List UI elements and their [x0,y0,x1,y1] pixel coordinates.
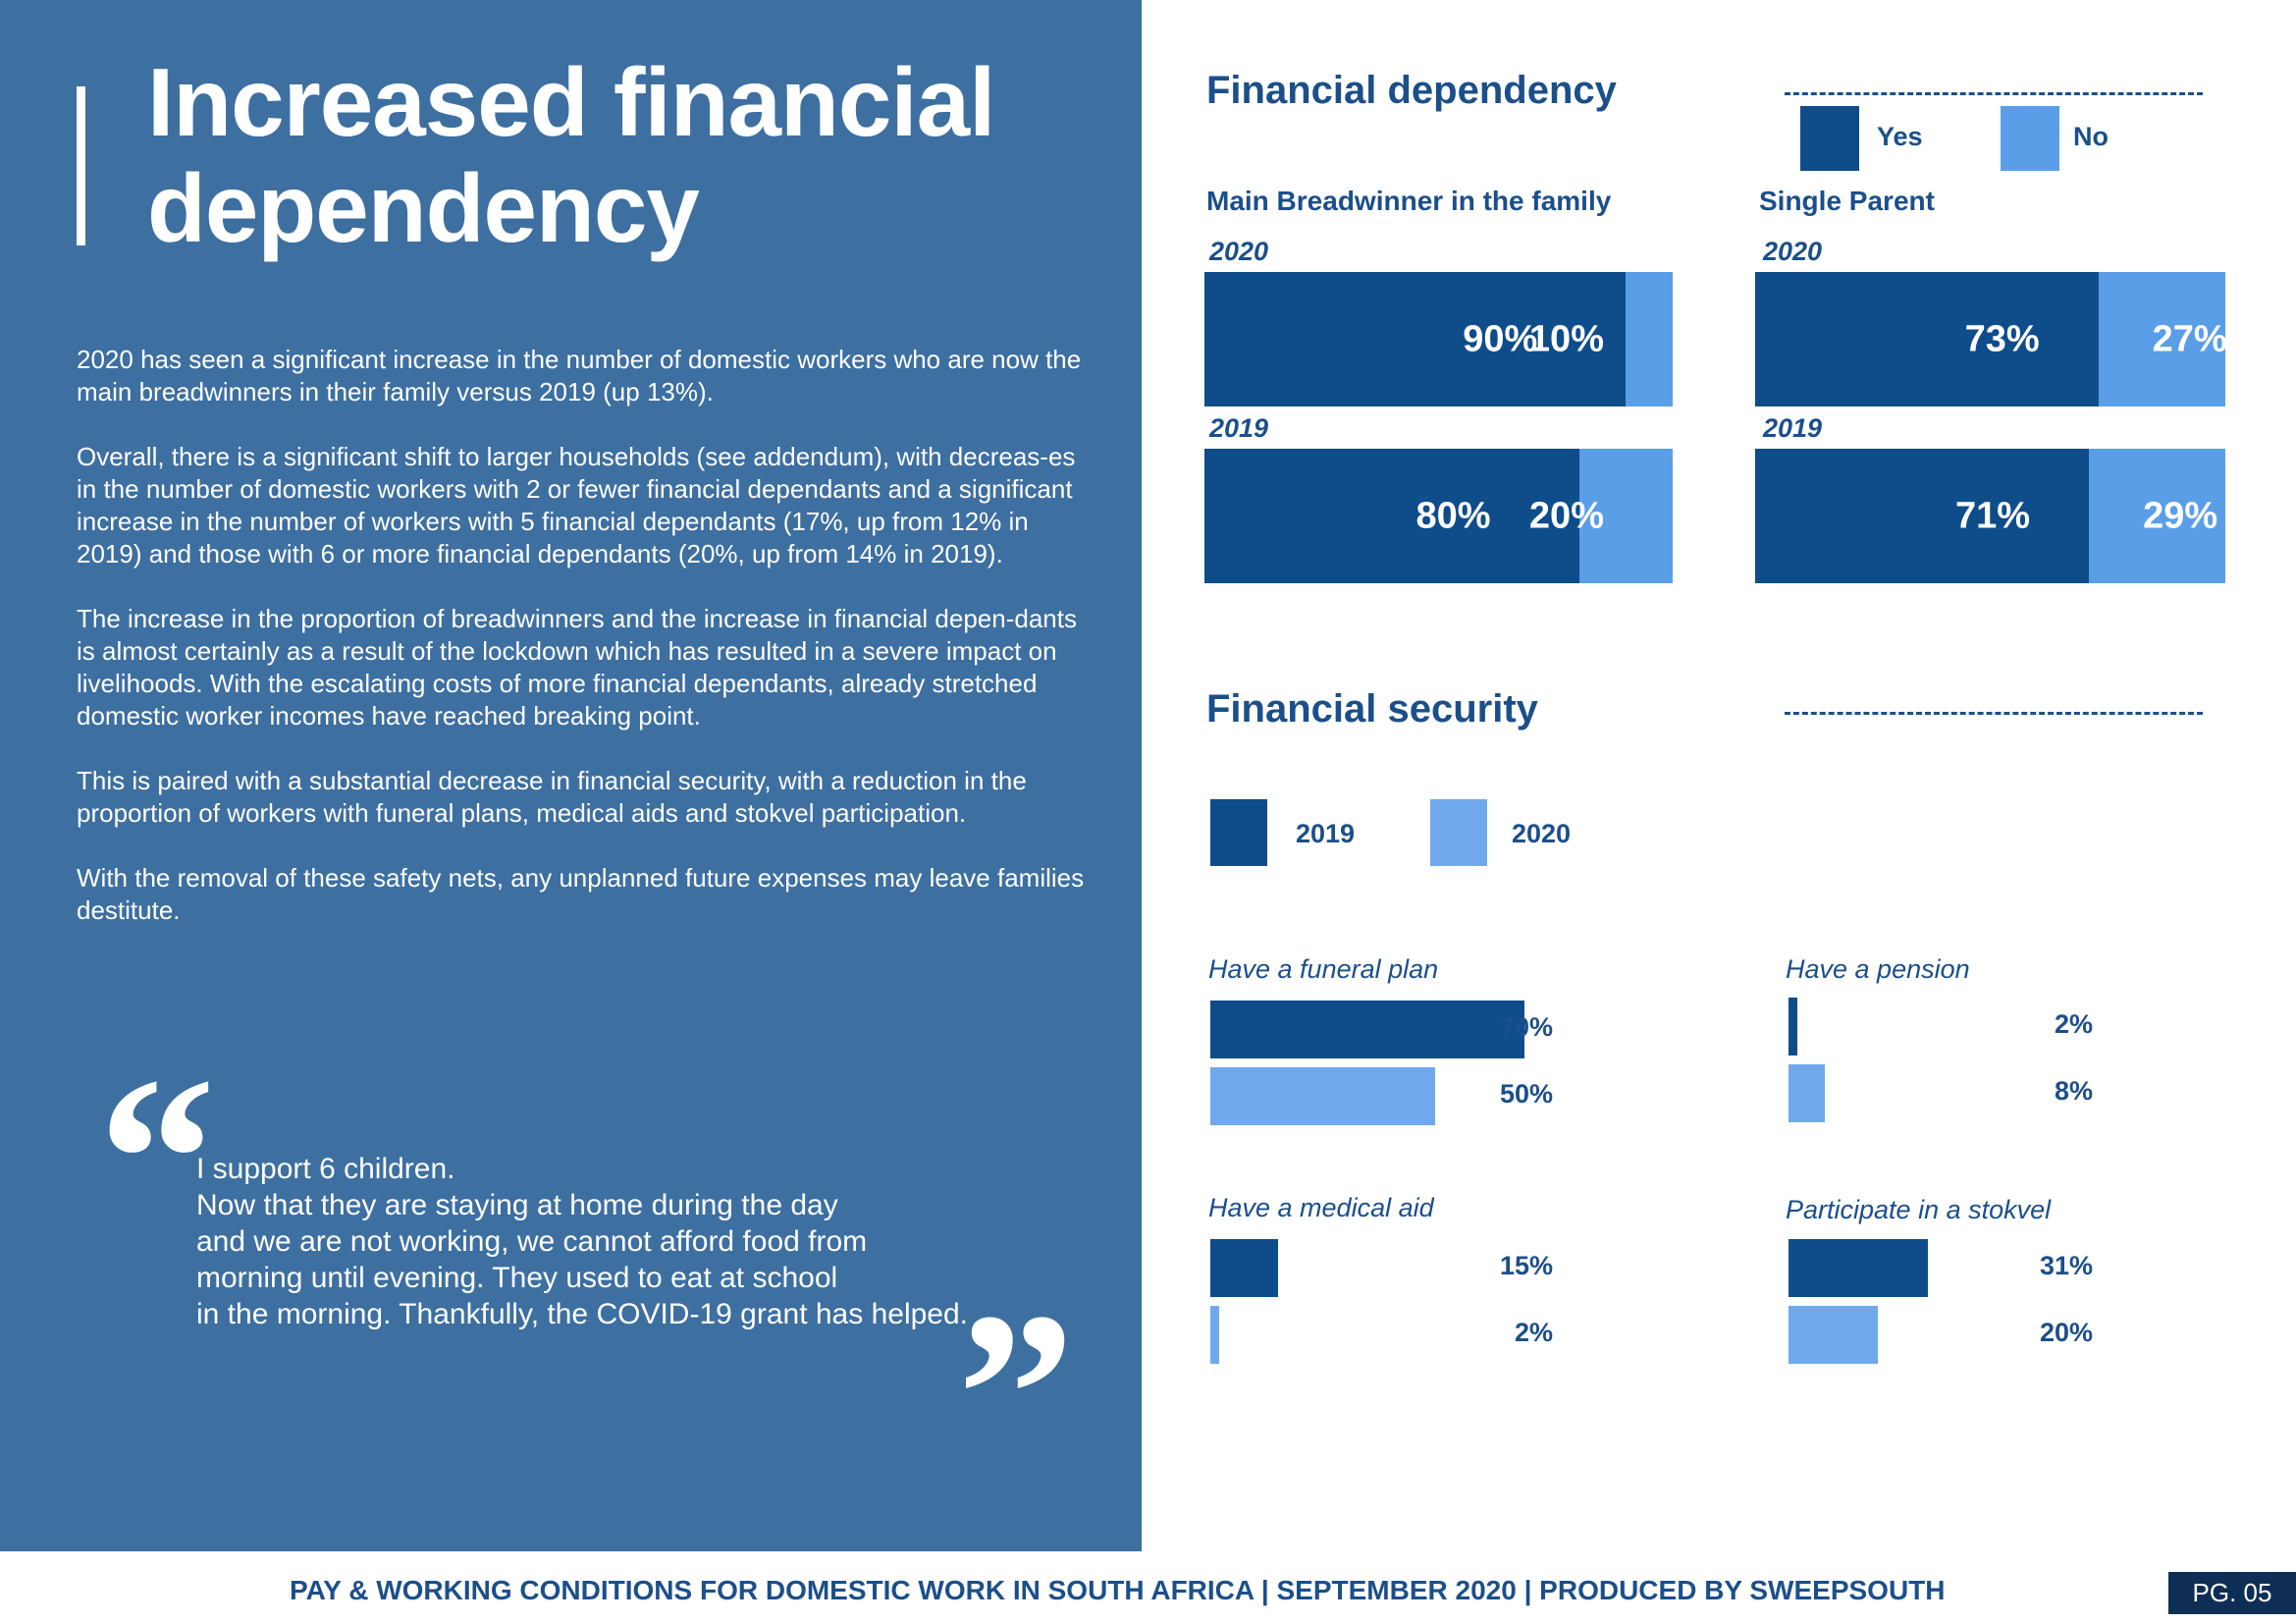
legend-swatch-2019 [1210,799,1267,866]
quote-line: I support 6 children. [196,1153,455,1185]
legend-label-yes: Yes [1877,122,1923,151]
category-label-medical: Have a medical aid [1208,1193,1434,1222]
data-label: 27% [2152,318,2227,359]
value-label: 2% [1514,1318,1553,1347]
year-label: 2019 [1209,413,1269,443]
open-quote-icon: “ [98,1028,216,1289]
data-label: 90% [1463,318,1538,359]
quote-line: morning until evening. They used to eat … [196,1262,838,1294]
quote-line: in the morning. Thankfully, the COVID-19… [196,1298,968,1330]
bar-segment-yes: 71% [1755,449,2090,583]
chart-title-single-parent: Single Parent [1759,186,1935,216]
bar-pension-2019 [1789,998,1798,1056]
bar-stokvel-2019 [1789,1239,1928,1297]
paragraph: The increase in the proportion of breadw… [77,604,1077,731]
data-label: 73% [1964,318,2040,359]
value-label: 50% [1499,1079,1553,1109]
bar-segment-no: 27% [2098,272,2227,406]
year-label: 2020 [1209,237,1269,266]
bar-segment-yes: 73% [1755,272,2099,406]
paragraph: With the removal of these safety nets, a… [77,863,1085,925]
stacked-bar-breadwinner-2019: 80% 20% [1204,449,1673,583]
title-line-2: dependency [147,154,700,262]
title-accent-bar [77,86,85,245]
data-label: 20% [1528,495,1604,536]
data-label: 10% [1528,318,1604,359]
page-title: Increased financial dependency [147,48,995,262]
data-label: 71% [1955,495,2031,536]
paragraph: Overall, there is a significant shift to… [77,442,1076,568]
title-line-1: Increased financial [147,48,995,156]
bar-funeral-2019 [1210,1001,1524,1058]
paragraph: 2020 has seen a significant increase in … [77,345,1082,406]
value-label: 8% [2054,1076,2093,1106]
bar-medical-2020 [1210,1306,1220,1364]
data-label: 29% [2143,495,2218,536]
year-label: 2019 [1763,413,1823,443]
bar-segment-yes: 90% [1204,272,1627,406]
value-label: 20% [2039,1318,2093,1347]
bar-segment-no: 20% [1529,449,1673,583]
category-label-pension: Have a pension [1786,954,1970,984]
stacked-bar-single-parent-2020: 73% 27% [1755,272,2227,406]
category-label-funeral: Have a funeral plan [1208,954,1439,984]
stacked-bar-breadwinner-2020: 90% 10% [1204,272,1673,406]
left-panel: Increased financial dependency 2020 has … [0,0,1142,1551]
stacked-bar-single-parent-2019: 71% 29% [1755,449,2225,583]
dashed-divider [1785,712,2203,715]
testimonial-quote: I support 6 children. Now that they are … [196,1151,982,1332]
bar-segment-no: 10% [1529,272,1673,406]
bar-medical-2019 [1210,1239,1278,1297]
chart-title-breadwinner: Main Breadwinner in the family [1206,186,1612,216]
bar-pension-2020 [1789,1064,1825,1122]
category-label-stokvel: Participate in a stokvel [1786,1195,2052,1224]
legend-label-2020: 2020 [1512,819,1572,848]
dashed-divider [1785,92,2203,95]
bar-stokvel-2020 [1789,1306,1879,1364]
value-label: 70% [1499,1012,1553,1042]
quote-line: and we are not working, we cannot afford… [196,1225,868,1258]
bar-segment-yes: 80% [1204,449,1579,583]
footer-text: PAY & WORKING CONDITIONS FOR DOMESTIC WO… [290,1575,1946,1605]
value-label: 15% [1499,1251,1553,1280]
bar-segment-no: 29% [2089,449,2225,583]
bar-funeral-2020 [1210,1067,1435,1125]
section-title-security: Financial security [1206,687,1538,731]
legend-swatch-no [2001,106,2059,171]
legend-label-2019: 2019 [1296,819,1356,848]
value-label: 31% [2039,1251,2093,1280]
close-quote-icon: ” [957,1264,1075,1525]
legend-swatch-2020 [1430,799,1487,866]
page-number: PG. 05 [2168,1572,2296,1614]
legend-label-no: No [2073,122,2109,151]
body-text: 2020 has seen a significant increase in … [77,344,1097,959]
value-label: 2% [2054,1009,2093,1039]
data-label: 80% [1415,495,1491,536]
quote-line: Now that they are staying at home during… [196,1189,838,1221]
year-label: 2020 [1763,237,1823,266]
legend-swatch-yes [1800,106,1859,171]
section-title-dependency: Financial dependency [1206,69,1617,112]
paragraph: This is paired with a substantial decrea… [77,766,1027,828]
